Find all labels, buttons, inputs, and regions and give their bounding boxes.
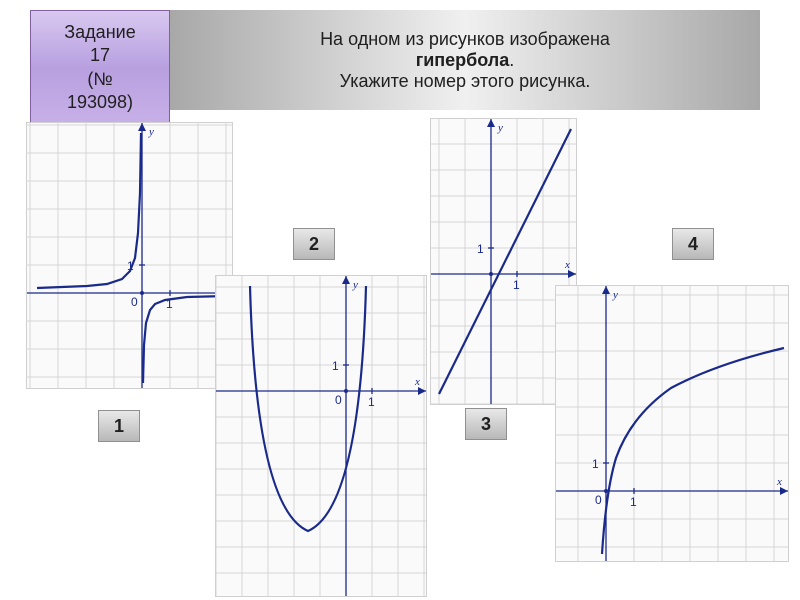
chart-4-label-y1: 1 (592, 457, 599, 471)
task-line2: 17 (35, 44, 165, 67)
question-rest: . (509, 50, 514, 70)
chart-4-label-0: 0 (595, 493, 602, 507)
chart-2-label-x1: 1 (368, 395, 375, 409)
chart-4-svg: 0 1 1 x y (556, 286, 788, 561)
chart-2: 0 1 1 x y (215, 275, 427, 597)
chart-3-origin (489, 272, 493, 276)
answer-badge-1[interactable]: 1 (98, 410, 140, 442)
chart-2-ylabel: y (352, 279, 358, 291)
chart-3-label-y1: 1 (477, 242, 484, 256)
chart-2-xlabel: x (414, 376, 420, 388)
task-line4: 193098) (35, 91, 165, 114)
chart-1-yarrow (138, 123, 146, 131)
chart-3-ylabel: y (497, 122, 503, 134)
chart-4-grid (556, 286, 788, 561)
chart-4: 0 1 1 x y (555, 285, 789, 562)
question-line3: Укажите номер этого рисунка. (340, 71, 591, 92)
chart-4-yarrow (602, 286, 610, 294)
chart-2-grid (216, 276, 426, 596)
question-line2: гипербола. (416, 50, 515, 71)
chart-3-yarrow (487, 119, 495, 127)
chart-2-label-y1: 1 (332, 359, 339, 373)
chart-2-yarrow (342, 276, 350, 284)
chart-1: 0 1 1 x y (26, 122, 233, 389)
question-line1: На одном из рисунков изображена (320, 29, 610, 50)
chart-4-ylabel: y (612, 289, 618, 301)
chart-3-curve (439, 129, 571, 394)
chart-2-curve (250, 286, 366, 531)
chart-1-ylabel: y (148, 126, 154, 138)
task-line3: (№ (35, 68, 165, 91)
question-keyword: гипербола (416, 50, 510, 70)
task-line1: Задание (35, 21, 165, 44)
chart-4-xlabel: x (776, 476, 782, 488)
chart-3-label-x1: 1 (513, 278, 520, 292)
chart-2-xarrow (418, 387, 426, 395)
chart-3-xarrow (568, 270, 576, 278)
answer-badge-2[interactable]: 2 (293, 228, 335, 260)
answer-badge-4[interactable]: 4 (672, 228, 714, 260)
chart-4-xarrow (780, 487, 788, 495)
chart-1-svg: 0 1 1 x y (27, 123, 232, 388)
chart-3-xlabel: x (564, 259, 570, 271)
answer-badge-3[interactable]: 3 (465, 408, 507, 440)
chart-4-label-x1: 1 (630, 495, 637, 509)
chart-1-origin (140, 291, 144, 295)
chart-2-label-0: 0 (335, 393, 342, 407)
chart-1-grid (27, 123, 232, 388)
chart-2-svg: 0 1 1 x y (216, 276, 426, 596)
chart-2-origin (344, 389, 348, 393)
question-panel: На одном из рисунков изображена гипербол… (170, 10, 760, 110)
chart-1-label-0: 0 (131, 295, 138, 309)
task-badge: Задание 17 (№ 193098) (30, 10, 170, 126)
